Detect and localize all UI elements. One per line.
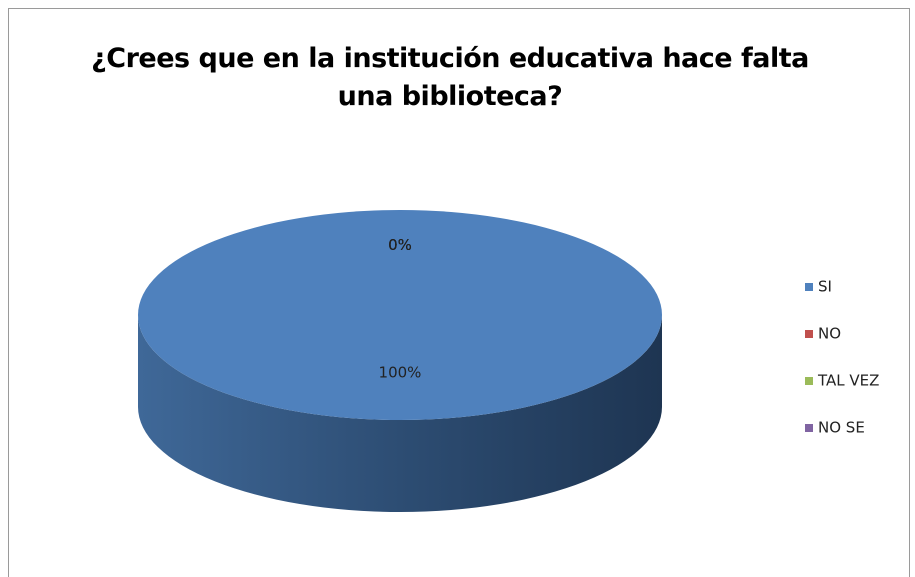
legend-swatch	[805, 330, 813, 338]
legend-swatch	[805, 377, 813, 385]
pie-slice	[138, 210, 662, 420]
legend-label: SI	[818, 278, 832, 296]
data-label: 0%	[388, 236, 412, 254]
legend-swatch	[805, 424, 813, 432]
chart-frame	[8, 8, 910, 577]
pie-side	[138, 315, 662, 512]
legend-swatch	[805, 283, 813, 291]
chart-title: ¿Crees que en la institución educativa h…	[91, 43, 809, 112]
legend-label: NO	[818, 325, 841, 343]
data-label: 0%	[388, 236, 412, 254]
data-label: 100%	[379, 363, 422, 381]
legend-label: TAL VEZ	[817, 372, 879, 390]
legend-label: NO SE	[818, 419, 865, 437]
data-label: 0%	[388, 236, 412, 254]
